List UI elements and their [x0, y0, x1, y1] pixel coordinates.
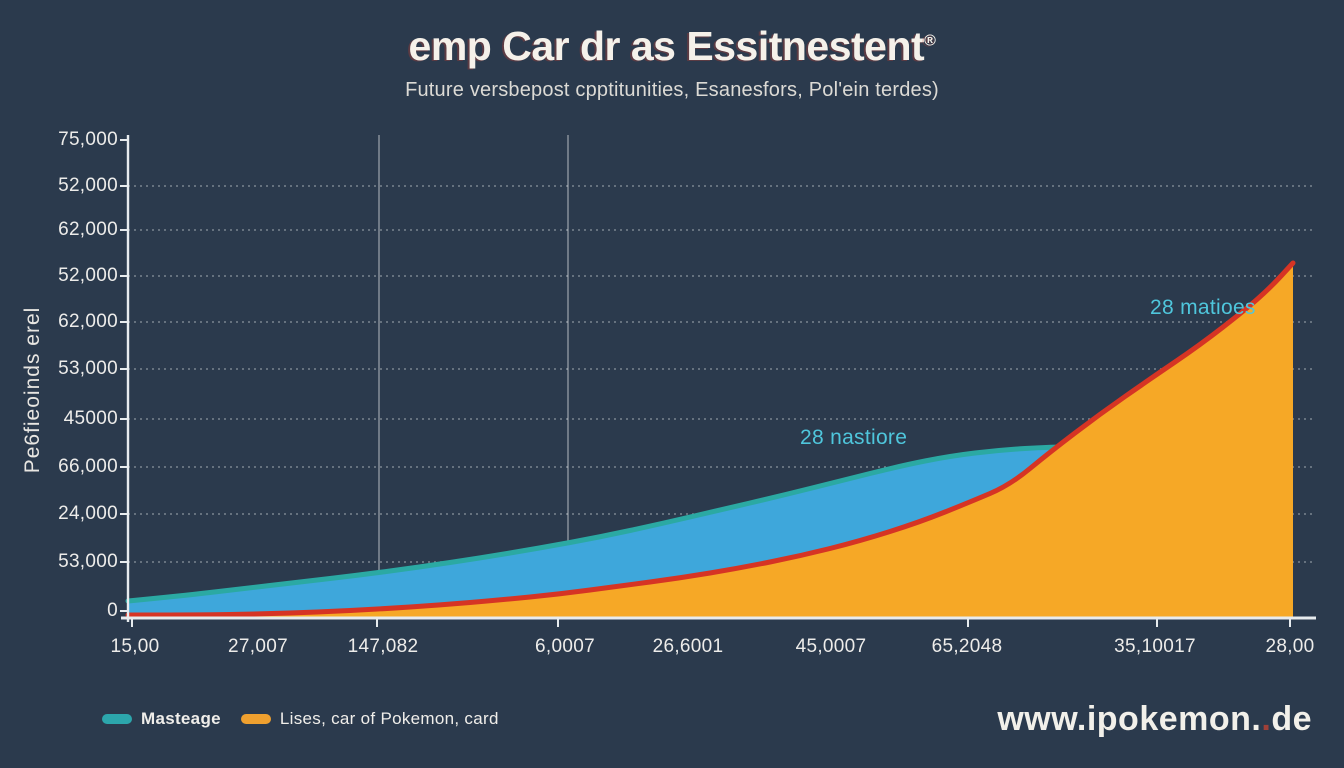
x-tick-label: 65,2048 [931, 636, 1003, 657]
annotation-2: 28 matioes [1150, 296, 1256, 319]
x-axis-tick-labels: 15,00 27,007 147,082 6,0007 26,6001 45,0007 65… [0, 636, 1344, 666]
y-tick-label: 53,000 [58, 551, 118, 572]
watermark-suffix: de [1271, 700, 1312, 738]
y-axis-tick-labels: 75,000 52,000 62,000 52,000 62,000 53,000 4500… [0, 0, 118, 768]
y-tick-label: 62,000 [58, 219, 118, 240]
watermark: www.ipokemon..de [997, 700, 1312, 739]
y-tick-label: 75,000 [58, 129, 118, 150]
y-tick-label: 53,000 [58, 358, 118, 379]
x-tick-label: 26,6001 [652, 636, 724, 657]
x-tick-label: 28,00 [1265, 636, 1315, 657]
x-tick-label: 27,007 [228, 636, 288, 657]
x-tick-label: 147,082 [347, 636, 419, 657]
series-edge-line-2 [125, 260, 1296, 618]
area-series-2 [128, 263, 1293, 618]
y-tick-label: 66,000 [58, 456, 118, 477]
chart-header: emp Car dr as Essitnestent® Future versb… [0, 23, 1344, 102]
x-tick-label: 15,00 [110, 636, 160, 657]
legend-label-lises: Lises, car of Pokemon, card [279, 709, 499, 728]
series-edge-line-1 [125, 443, 1163, 604]
y-tick-label: 52,000 [58, 265, 118, 286]
y-tick-label: 0 [107, 600, 118, 621]
legend-label-masteage: Masteage [141, 709, 221, 728]
x-tick-label: 45,0007 [795, 636, 867, 657]
x-tick-label: 6,0007 [535, 636, 595, 657]
orange-legend-swatch [240, 714, 271, 724]
chart-title: emp Car dr as Essitnestent® [0, 23, 1344, 69]
legend-item-lises: Lises, car of Pokemon, card [240, 709, 499, 729]
chart-title-text: emp Car dr as Essitnestent [408, 23, 925, 69]
legend: Masteage Lises, car of Pokemon, card [102, 709, 499, 729]
registered-trademark-symbol: ® [924, 32, 936, 50]
annotation-1: 28 nastiore [800, 426, 908, 449]
teal-legend-swatch [102, 714, 132, 724]
y-tick-label: 45000 [63, 408, 118, 429]
x-tick-label: 35,10017 [1114, 636, 1196, 657]
y-tick-label: 24,000 [58, 503, 118, 524]
chart-subtitle: Future versbepost cpptitunities, Esanesf… [405, 79, 939, 102]
legend-item-masteage: Masteage [102, 709, 221, 729]
y-tick-label: 62,000 [58, 311, 118, 332]
watermark-red-dot: . [1261, 700, 1272, 738]
watermark-prefix: www.ipokemon. [997, 700, 1262, 738]
y-tick-label: 52,000 [58, 175, 118, 196]
